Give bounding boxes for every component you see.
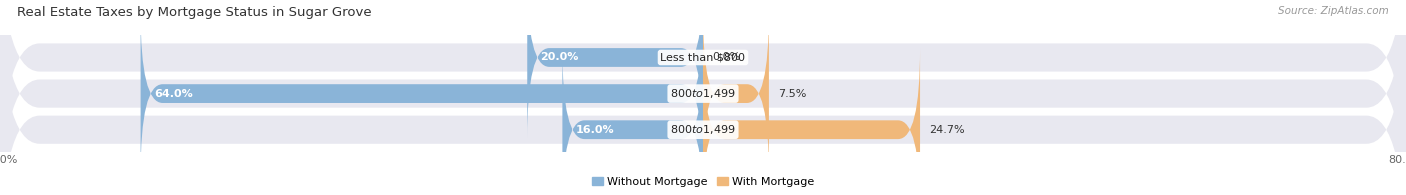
Text: 64.0%: 64.0% xyxy=(153,89,193,99)
FancyBboxPatch shape xyxy=(527,0,703,138)
FancyBboxPatch shape xyxy=(141,13,703,175)
Text: Less than $800: Less than $800 xyxy=(661,52,745,62)
Text: Source: ZipAtlas.com: Source: ZipAtlas.com xyxy=(1278,6,1389,16)
FancyBboxPatch shape xyxy=(703,13,769,175)
FancyBboxPatch shape xyxy=(562,49,703,195)
FancyBboxPatch shape xyxy=(703,49,920,195)
Text: $800 to $1,499: $800 to $1,499 xyxy=(671,87,735,100)
Text: 24.7%: 24.7% xyxy=(929,125,965,135)
Legend: Without Mortgage, With Mortgage: Without Mortgage, With Mortgage xyxy=(588,172,818,191)
Text: 0.0%: 0.0% xyxy=(711,52,740,62)
Text: Real Estate Taxes by Mortgage Status in Sugar Grove: Real Estate Taxes by Mortgage Status in … xyxy=(17,6,371,19)
Text: $800 to $1,499: $800 to $1,499 xyxy=(671,123,735,136)
Text: 7.5%: 7.5% xyxy=(778,89,806,99)
Text: 16.0%: 16.0% xyxy=(575,125,614,135)
Text: 20.0%: 20.0% xyxy=(540,52,579,62)
